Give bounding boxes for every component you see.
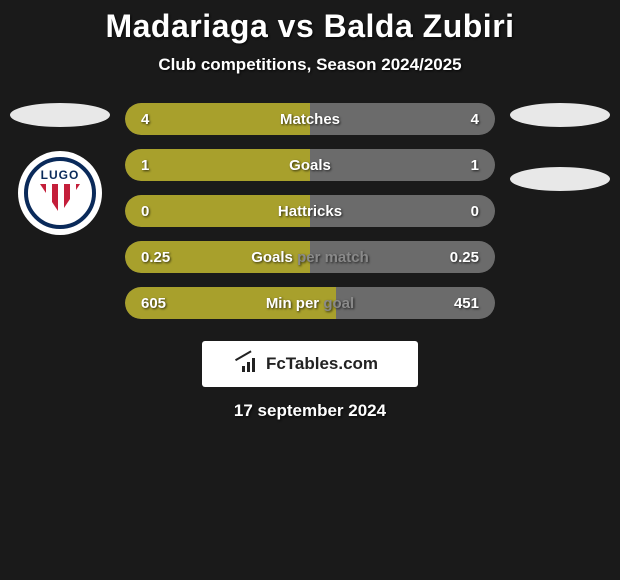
club-badge-placeholder [510, 167, 610, 191]
stat-row: 1 Goals 1 [125, 149, 495, 181]
stat-value-left: 0.25 [125, 249, 218, 266]
club-badge-text: LUGO [41, 168, 80, 182]
footer-brand-box: FcTables.com [202, 341, 418, 387]
page-title: Madariaga vs Balda Zubiri [0, 0, 620, 45]
stat-label-primary: Goals [289, 157, 331, 174]
player-photo-placeholder [510, 103, 610, 127]
stat-value-left: 605 [125, 295, 218, 312]
comparison-panel: LUGO 4Matches41Goals10Hattricks00.25Goal… [0, 103, 620, 319]
club-badge-inner: LUGO [24, 157, 96, 229]
stat-label-primary: Min per [266, 295, 319, 312]
stat-value-left: 1 [125, 157, 218, 174]
stat-label-primary: Goals [251, 249, 293, 266]
stat-value-right: 1 [403, 157, 496, 174]
chart-icon [242, 356, 260, 372]
club-badge-stripes [40, 184, 80, 214]
footer-brand-text: FcTables.com [266, 354, 378, 374]
stat-value-right: 0 [403, 203, 496, 220]
stat-row: 605Min per goal451 [125, 287, 495, 319]
right-player-column [510, 103, 610, 191]
page-subtitle: Club competitions, Season 2024/2025 [0, 55, 620, 75]
stat-label-primary: Hattricks [278, 203, 342, 220]
stat-bars: 4Matches41Goals10Hattricks00.25Goals per… [125, 103, 495, 319]
left-player-column: LUGO [10, 103, 110, 235]
stat-label: Goals [218, 157, 403, 174]
date-text: 17 september 2024 [0, 401, 620, 421]
stat-label-secondary: goal [319, 295, 354, 312]
stat-label: Min per goal [218, 295, 403, 312]
stat-value-left: 4 [125, 111, 218, 128]
player-photo-placeholder [10, 103, 110, 127]
stat-label-secondary: per match [293, 249, 369, 266]
stat-value-right: 0.25 [403, 249, 496, 266]
stat-label: Hattricks [218, 203, 403, 220]
stat-row: 0.25Goals per match0.25 [125, 241, 495, 273]
stat-value-right: 4 [403, 111, 496, 128]
stat-label: Matches [218, 111, 403, 128]
stat-row: 4 Matches 4 [125, 103, 495, 135]
stat-value-right: 451 [403, 295, 496, 312]
club-badge-left: LUGO [18, 151, 102, 235]
stat-label: Goals per match [218, 249, 403, 266]
stat-row: 0 Hattricks 0 [125, 195, 495, 227]
stat-label-primary: Matches [280, 111, 340, 128]
stat-value-left: 0 [125, 203, 218, 220]
